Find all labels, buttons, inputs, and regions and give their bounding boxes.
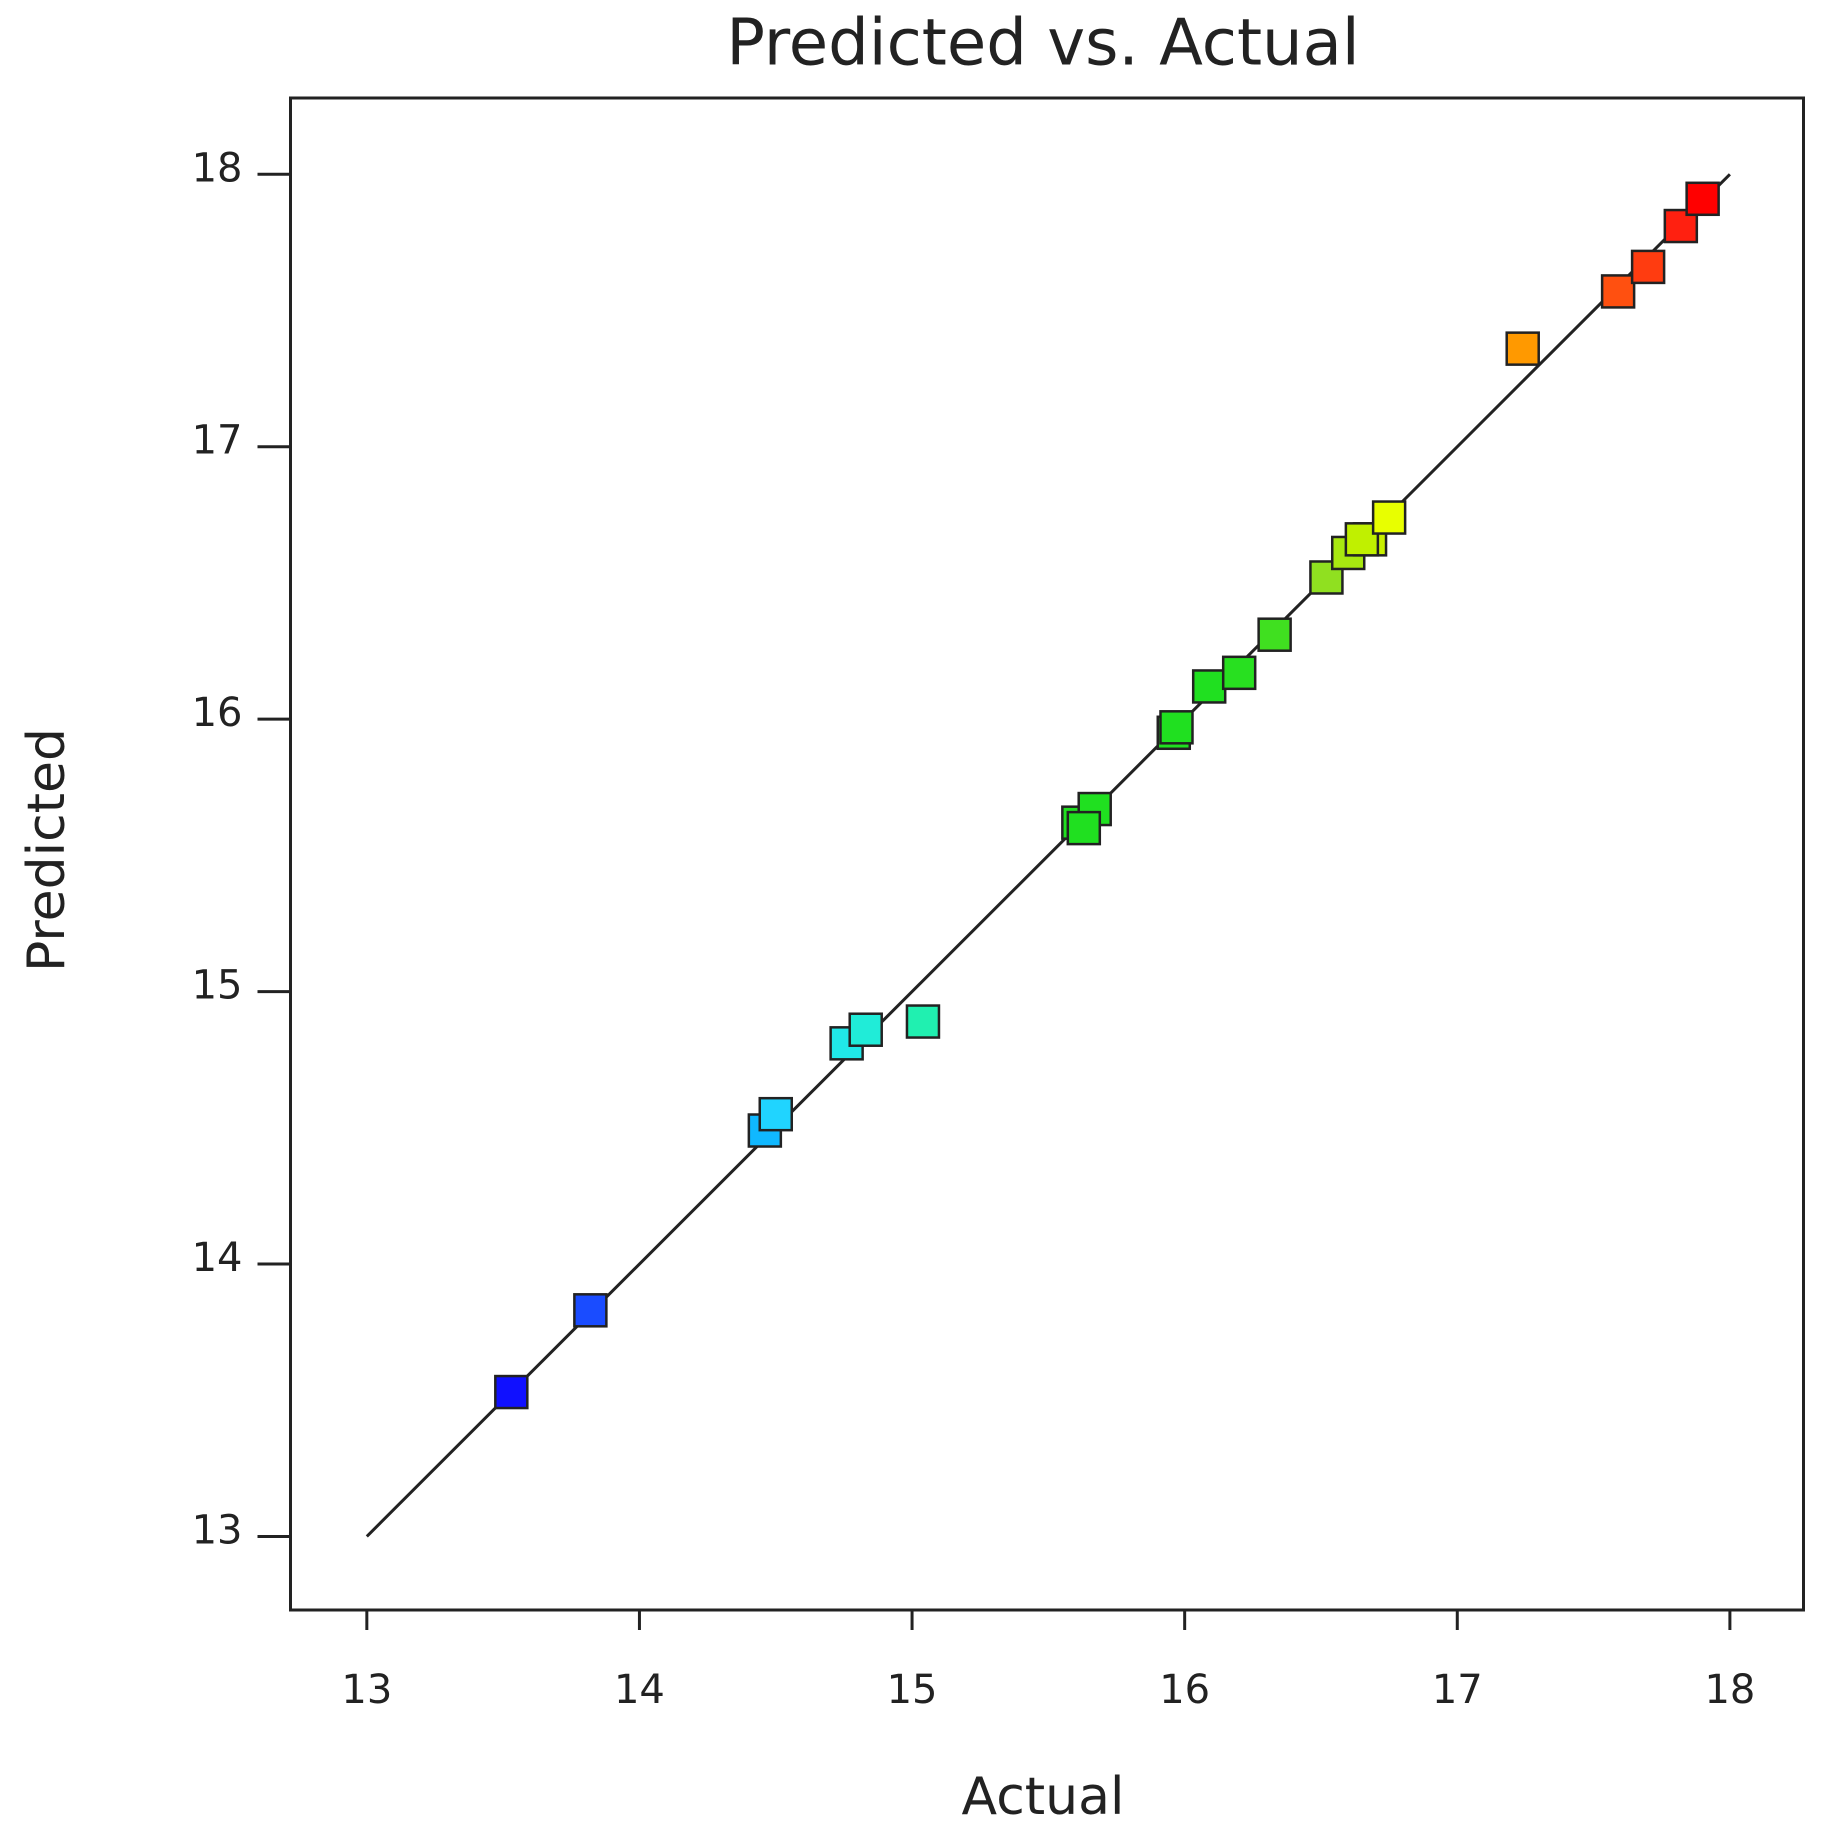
chart-title: Predicted vs. Actual bbox=[726, 7, 1359, 81]
y-tick-label: 15 bbox=[192, 963, 243, 1009]
data-point bbox=[905, 1004, 941, 1039]
y-tick-label: 16 bbox=[192, 690, 243, 736]
data-point bbox=[1630, 249, 1666, 285]
data-point bbox=[1221, 655, 1257, 691]
data-point bbox=[1257, 617, 1292, 652]
x-tick-label: 13 bbox=[341, 1667, 392, 1713]
y-tick-label: 17 bbox=[192, 418, 243, 464]
reference-line bbox=[365, 173, 1731, 1538]
data-point bbox=[1600, 274, 1636, 309]
data-point bbox=[573, 1293, 608, 1328]
data-point bbox=[1371, 500, 1407, 535]
y-axis-label: Predicted bbox=[17, 728, 77, 972]
data-point bbox=[1191, 669, 1227, 704]
x-axis-label: Actual bbox=[962, 1767, 1125, 1827]
data-point bbox=[1066, 810, 1102, 846]
data-point bbox=[758, 1096, 794, 1132]
plot-frame bbox=[289, 96, 1805, 1612]
x-tick-label: 18 bbox=[1704, 1667, 1755, 1713]
y-tick-label: 14 bbox=[192, 1235, 243, 1281]
data-point bbox=[1344, 522, 1380, 557]
y-tick-label: 18 bbox=[192, 145, 243, 191]
data-point bbox=[1159, 710, 1194, 745]
data-point bbox=[848, 1012, 883, 1047]
x-tick-label: 17 bbox=[1432, 1667, 1483, 1713]
data-point bbox=[1685, 181, 1720, 217]
data-point bbox=[494, 1374, 529, 1410]
x-tick-label: 16 bbox=[1159, 1667, 1210, 1713]
y-tick-label: 13 bbox=[192, 1507, 243, 1553]
x-tick-label: 15 bbox=[887, 1667, 938, 1713]
x-tick-label: 14 bbox=[614, 1667, 665, 1713]
data-point bbox=[1505, 331, 1540, 366]
